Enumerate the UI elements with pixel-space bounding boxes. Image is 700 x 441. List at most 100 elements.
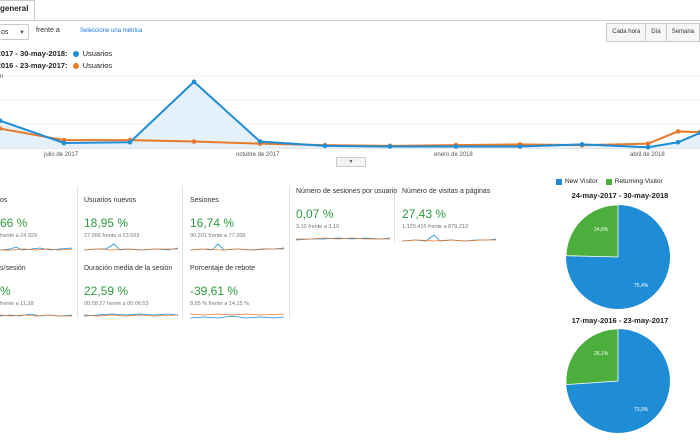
metric-compare: 8,55 % frente a 14,15 % [190,301,250,307]
select-metric-link[interactable]: Seleccione una métrica [80,28,143,34]
data-point[interactable] [387,144,393,149]
x-tick-label: enero de 2018 [434,152,473,158]
tab-general[interactable]: general [0,0,36,21]
pie-block-previous: 17-may-2016 - 23-may-2017 [540,316,700,325]
data-point[interactable] [191,139,197,144]
series-dot-icon [72,50,79,57]
data-point[interactable] [322,143,328,149]
pie-label-returning: 26,1% [594,351,609,357]
metric-value: 27,43 % [402,207,447,221]
data-point[interactable] [191,79,197,85]
new-visitor-swatch-icon [556,178,562,185]
metric-card-users[interactable]: os 66 % frente a 24.929 [0,196,104,257]
metric-compare: frente a 11,38 [0,301,34,307]
metric-title: Usuarios nuevos [84,197,137,204]
pie-chart-previous[interactable]: 26,1% 73,9% [564,327,672,435]
pie-label-new: 75,4% [634,283,649,289]
tab-divider [0,20,700,21]
hourly-button[interactable]: Cada hora [606,23,647,42]
card-divider [182,186,183,318]
data-point[interactable] [517,144,523,149]
metric-card-sessions-per-user[interactable]: Número de sesiones por usuario 0,07 % 3,… [295,187,400,248]
metric-value: 0,07 % [296,207,334,221]
sparkline [189,243,285,251]
metric-value: % [0,284,11,298]
data-point[interactable] [61,140,67,146]
returning-visitor-swatch-icon [605,178,612,185]
pie-title: 24-may-2017 - 30-may-2018 [571,191,669,200]
time-granularity-buttons: Cada hora Día Semana [606,23,700,42]
metric-card-bounce-rate[interactable]: Porcentaje de rebote -39,61 % 8,55 % fre… [189,264,294,325]
tab-label: general [0,4,29,13]
sparkline [0,313,73,317]
data-point[interactable] [697,130,700,136]
pie-slice-returning-visitor[interactable] [565,328,619,386]
metric-card-pages-per-session[interactable]: s/sesión % frente a 11,38 [0,264,104,325]
metric-title: Número de sesiones por usuario [296,188,398,195]
metric-card-sessions[interactable]: Sesiones 16,74 % 90.201 frente a 77.268 [189,196,294,257]
metric-value: 16,74 % [190,216,235,230]
pie-legend: New Visitor Returning Visitor [556,178,663,185]
legend-previous: y-2016 - 23-may-2017: Usuarios [0,61,112,70]
metric-title: Porcentaje de rebote [190,265,255,272]
x-tick-label: abril de 2018 [630,152,665,158]
sparkline [295,237,391,241]
data-point[interactable] [579,142,585,147]
pie-slice-returning-visitor[interactable] [565,204,619,258]
data-point[interactable] [0,126,3,131]
metric-value: 18,95 % [84,216,129,230]
metric-title: os [0,197,8,204]
card-divider [77,186,78,318]
expand-chart-button[interactable]: ▼ [336,157,366,167]
data-point[interactable] [0,118,3,123]
metric-compare: 00:08:27 frente a 00:06:53 [84,301,149,307]
data-point[interactable] [127,139,133,145]
sparkline [189,313,285,319]
metric-compare: 1.120.415 frente a 879.213 [402,224,469,230]
sparkline [0,246,73,251]
metric-compare: 90.201 frente a 77.268 [190,233,246,239]
metric-title: s/sesión [0,265,26,272]
data-point[interactable] [453,144,459,149]
legend-current: y-2017 - 30-may-2018: Usuarios [0,49,112,58]
pie-label-returning: 24,6% [594,227,609,233]
versus-label: frente a [36,27,60,34]
metric-title: Duración media de la sesión [84,265,173,272]
metric-title: Sesiones [190,197,219,204]
metric-card-pageviews[interactable]: Número de visitas a páginas 27,43 % 1.12… [401,187,506,248]
metric-card-new-users[interactable]: Usuarios nuevos 18,95 % 27.956 frente a … [83,196,188,257]
metric-title: Número de visitas a páginas [402,188,491,195]
legend-range: y-2016 - 23-may-2017: [0,61,68,70]
series-area [0,81,700,148]
chevron-down-icon: ▼ [19,30,25,36]
pie-label-new: 73,9% [634,407,649,413]
x-tick-label: octubre de 2017 [236,152,280,158]
series-dot-icon [72,62,79,69]
metric-compare: 3,10 frente a 3,10 [296,224,340,230]
metric-select[interactable]: os ▼ [0,24,29,40]
metric-compare: frente a 24.929 [0,233,38,239]
legend-name: Usuarios [82,61,113,70]
pie-chart-current[interactable]: 24,6% 75,4% [564,203,672,311]
pie-legend-label: Returning Visitor [614,178,663,185]
data-point[interactable] [645,144,651,150]
metric-value: 66 % [0,216,28,230]
data-point[interactable] [675,139,681,145]
week-button[interactable]: Semana [665,23,700,42]
metric-card-avg-session-duration[interactable]: Duración media de la sesión 22,59 % 00:0… [83,264,188,325]
sparkline [83,243,179,251]
card-divider [394,186,395,242]
sparkline [401,234,497,242]
data-point[interactable] [645,141,651,146]
pie-title: 17-may-2016 - 23-may-2017 [571,316,669,325]
legend-range: y-2017 - 30-may-2018: [0,49,68,58]
x-tick-label: julio de 2017 [44,152,79,158]
metric-select-value: os [1,29,9,36]
day-button[interactable]: Día [645,23,667,42]
users-line-chart[interactable] [0,70,700,152]
data-point[interactable] [675,129,681,134]
metric-value: 22,59 % [84,284,129,298]
pie-block-current: 24-may-2017 - 30-may-2018 [540,191,700,200]
y-axis-label: n [0,74,4,80]
data-point[interactable] [257,139,263,144]
